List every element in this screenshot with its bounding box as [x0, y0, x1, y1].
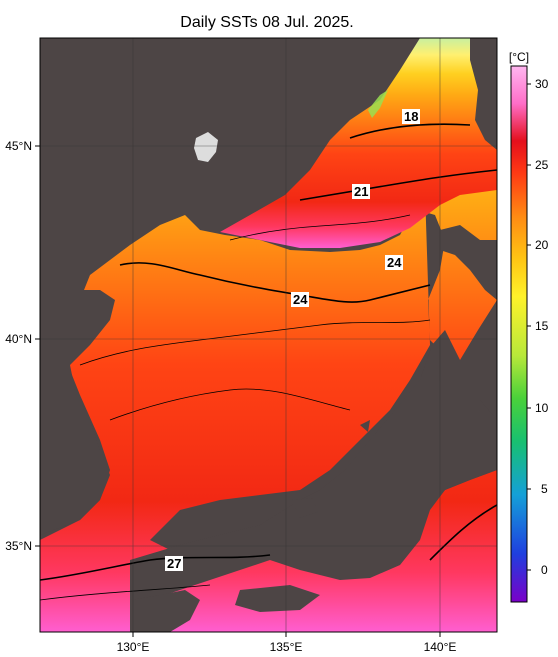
lat-tick-label: 45°N: [5, 139, 32, 153]
colorbar-unit-label: [°C]: [509, 50, 529, 64]
lon-tick-label: 135°E: [270, 640, 303, 654]
contour-label: 21: [354, 184, 368, 199]
lake-khanka: [194, 132, 218, 162]
colorbar-tick-label: 5: [541, 482, 548, 496]
hokkaido-south: [440, 225, 497, 300]
colorbar-tick-label: 20: [535, 238, 549, 252]
honshu: [130, 330, 497, 600]
island: [360, 420, 370, 432]
colorbar-tick-label: 0: [541, 563, 548, 577]
sea-area: [40, 38, 497, 632]
lat-tick-label: 40°N: [5, 332, 32, 346]
kyushu: [130, 590, 200, 632]
map-title: Daily SSTs 08 Jul. 2025.: [180, 14, 354, 31]
contour-label: 24: [387, 255, 402, 270]
colorbar-tick-label: 10: [535, 401, 549, 415]
contour-lines: [40, 123, 497, 601]
island: [292, 498, 318, 518]
tick-marks: [35, 145, 441, 637]
contour-label: 18: [404, 109, 418, 124]
lat-tick-label: 35°N: [5, 539, 32, 553]
colorbar: [°C] 30 25 20 15 10 5 0: [509, 50, 549, 603]
colorbar-tick-label: 25: [535, 158, 549, 172]
colorbar-tick-label: 30: [535, 77, 549, 91]
colorbar-tick-label: 15: [535, 319, 549, 333]
sea-area-north: [220, 38, 497, 248]
shikoku: [235, 585, 320, 612]
lon-tick-label: 140°E: [424, 640, 457, 654]
contour-label: 27: [167, 556, 181, 571]
contour-label: 24: [293, 292, 308, 307]
contour-label-group: 18 21 24 24 27: [165, 109, 420, 571]
map-frame: [39, 37, 498, 633]
korean-peninsula: [40, 290, 115, 535]
colorbar-scale: [510, 65, 528, 603]
lon-tick-label: 130°E: [117, 640, 150, 654]
coastal-cool-water: [368, 90, 388, 118]
grid-lines: [40, 38, 497, 632]
hokkaido: [470, 38, 497, 150]
